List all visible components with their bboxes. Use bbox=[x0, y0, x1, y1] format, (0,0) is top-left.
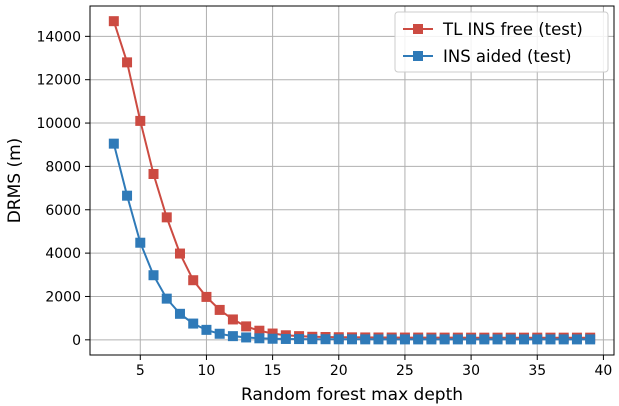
legend-marker bbox=[413, 51, 423, 61]
data-point bbox=[108, 138, 119, 149]
x-tick-label: 5 bbox=[136, 363, 145, 379]
data-point bbox=[426, 334, 437, 345]
data-point bbox=[148, 168, 159, 179]
data-point bbox=[122, 57, 133, 68]
x-tick-label: 20 bbox=[330, 363, 348, 379]
data-point bbox=[333, 334, 344, 345]
data-point bbox=[201, 291, 212, 302]
data-point bbox=[280, 333, 291, 344]
data-point bbox=[413, 334, 424, 345]
data-point bbox=[571, 334, 582, 345]
x-axis-ticks: 5 10 15 20 25 30 35 40 bbox=[136, 355, 613, 379]
y-tick-label: 10000 bbox=[36, 116, 81, 132]
series-layer bbox=[108, 16, 596, 345]
data-point bbox=[505, 334, 516, 345]
data-point bbox=[267, 328, 278, 339]
y-tick-label: 0 bbox=[72, 333, 81, 349]
data-point bbox=[161, 293, 172, 304]
data-point bbox=[532, 334, 543, 345]
data-point bbox=[386, 334, 397, 345]
data-point bbox=[320, 334, 331, 345]
data-point bbox=[214, 304, 225, 315]
data-point bbox=[188, 318, 199, 329]
data-point bbox=[122, 190, 133, 201]
data-point bbox=[452, 334, 463, 345]
data-point bbox=[347, 334, 357, 345]
data-point bbox=[267, 333, 278, 344]
legend: TL INS free (test) INS aided (test) bbox=[394, 11, 609, 73]
data-point bbox=[373, 334, 384, 345]
data-point bbox=[227, 314, 238, 325]
data-point bbox=[135, 115, 146, 126]
x-tick-label: 35 bbox=[528, 363, 546, 379]
data-point bbox=[148, 270, 159, 281]
data-point bbox=[545, 334, 556, 345]
data-point bbox=[519, 334, 530, 345]
legend-item: INS aided (test) bbox=[403, 47, 572, 66]
y-tick-label: 2000 bbox=[45, 289, 81, 305]
data-point bbox=[174, 248, 185, 259]
data-point bbox=[214, 328, 225, 339]
x-tick-label: 30 bbox=[462, 363, 480, 379]
legend-marker bbox=[413, 24, 423, 34]
x-tick-label: 40 bbox=[595, 363, 613, 379]
data-point bbox=[439, 334, 450, 345]
y-tick-label: 8000 bbox=[45, 159, 81, 175]
x-tick-label: 10 bbox=[198, 363, 216, 379]
data-point bbox=[241, 321, 252, 332]
x-tick-label: 15 bbox=[264, 363, 282, 379]
data-point bbox=[558, 334, 569, 345]
data-point bbox=[201, 324, 212, 335]
legend-item: TL INS free (test) bbox=[403, 20, 583, 39]
data-point bbox=[254, 325, 265, 336]
data-point bbox=[479, 334, 490, 345]
y-axis-ticks: 0 2000 4000 6000 8000 10000 12000 14000 bbox=[36, 29, 90, 349]
data-point bbox=[135, 237, 146, 248]
y-axis-label: DRMS (m) bbox=[5, 138, 25, 224]
x-axis-label: Random forest max depth bbox=[241, 385, 463, 405]
x-tick-label: 25 bbox=[396, 363, 414, 379]
plot-frame bbox=[89, 5, 615, 356]
data-point bbox=[492, 334, 503, 345]
data-point bbox=[241, 332, 252, 343]
data-point bbox=[254, 333, 265, 344]
data-point bbox=[188, 275, 199, 286]
series-line bbox=[112, 143, 591, 341]
series-2 bbox=[108, 138, 596, 345]
legend-label: INS aided (test) bbox=[443, 47, 572, 66]
y-tick-label: 14000 bbox=[36, 29, 81, 45]
data-point bbox=[108, 16, 119, 27]
y-tick-label: 12000 bbox=[36, 73, 81, 89]
data-point bbox=[294, 334, 305, 345]
data-point bbox=[174, 308, 185, 319]
data-point bbox=[307, 334, 318, 345]
data-point bbox=[585, 334, 596, 345]
legend-label: TL INS free (test) bbox=[442, 20, 583, 39]
data-point bbox=[466, 334, 477, 345]
data-point bbox=[360, 334, 371, 345]
legend-box bbox=[394, 11, 609, 73]
data-point bbox=[227, 331, 238, 342]
y-tick-label: 6000 bbox=[45, 203, 81, 219]
y-tick-label: 4000 bbox=[45, 246, 81, 262]
data-point bbox=[161, 212, 172, 223]
data-point bbox=[399, 334, 410, 345]
